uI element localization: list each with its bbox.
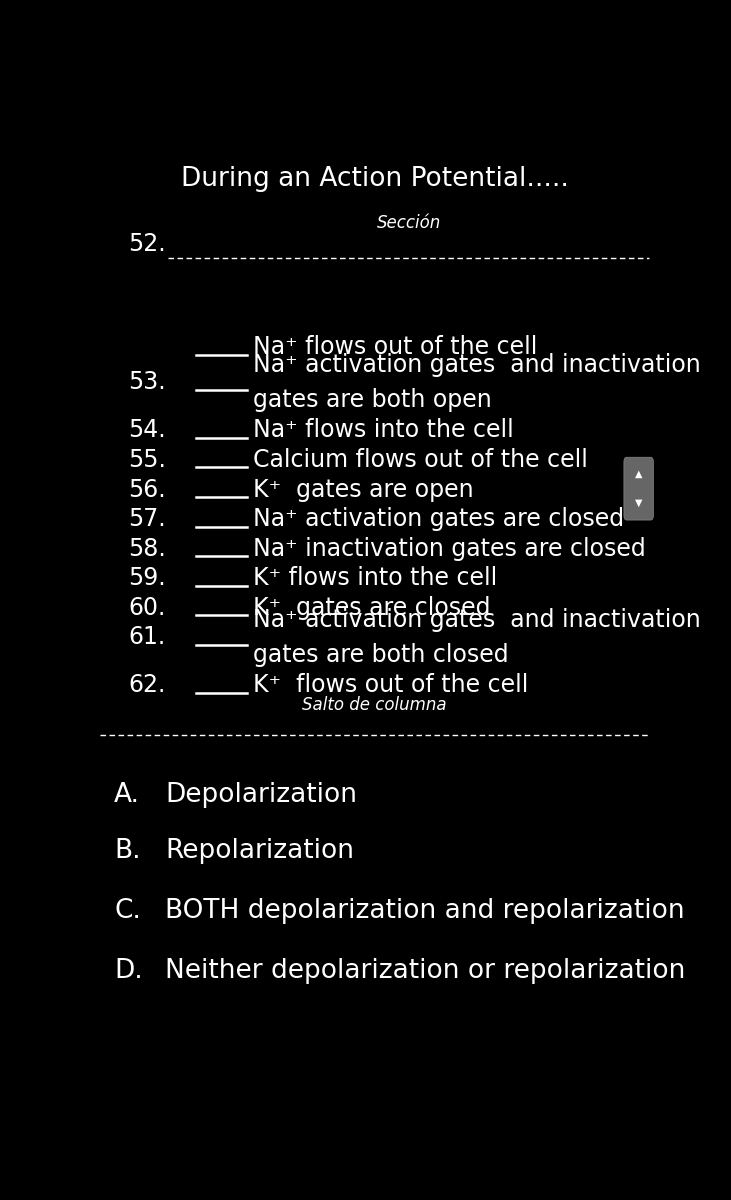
Text: Depolarization: Depolarization bbox=[165, 782, 357, 809]
Text: 61.: 61. bbox=[128, 625, 165, 649]
Text: K⁺  gates are closed: K⁺ gates are closed bbox=[253, 596, 491, 620]
Text: B.: B. bbox=[114, 838, 140, 864]
Text: Neither depolarization or repolarization: Neither depolarization or repolarization bbox=[165, 958, 686, 984]
Text: K⁺ flows into the cell: K⁺ flows into the cell bbox=[253, 566, 497, 590]
Text: 55.: 55. bbox=[128, 448, 166, 472]
Text: 58.: 58. bbox=[128, 536, 166, 560]
Text: A.: A. bbox=[114, 782, 140, 809]
Text: 52.: 52. bbox=[128, 232, 166, 256]
Text: ▲: ▲ bbox=[635, 469, 643, 479]
Text: K⁺  flows out of the cell: K⁺ flows out of the cell bbox=[253, 673, 529, 697]
Text: 60.: 60. bbox=[128, 596, 166, 620]
Text: K⁺  gates are open: K⁺ gates are open bbox=[253, 478, 474, 502]
Text: 59.: 59. bbox=[128, 566, 166, 590]
Text: 53.: 53. bbox=[128, 371, 166, 395]
Text: Na⁺ flows out of the cell: Na⁺ flows out of the cell bbox=[253, 335, 537, 359]
Text: Repolarization: Repolarization bbox=[165, 838, 354, 864]
FancyBboxPatch shape bbox=[624, 457, 654, 520]
Text: 54.: 54. bbox=[128, 419, 166, 443]
Text: D.: D. bbox=[114, 958, 143, 984]
Text: Na⁺ activation gates  and inactivation
gates are both open: Na⁺ activation gates and inactivation ga… bbox=[253, 353, 700, 412]
Text: Na⁺ activation gates are closed: Na⁺ activation gates are closed bbox=[253, 508, 624, 532]
Text: Sección: Sección bbox=[376, 214, 441, 232]
Text: Calcium flows out of the cell: Calcium flows out of the cell bbox=[253, 448, 588, 472]
Text: Salto de columna: Salto de columna bbox=[303, 696, 447, 714]
Text: Na⁺ inactivation gates are closed: Na⁺ inactivation gates are closed bbox=[253, 536, 645, 560]
Text: ▼: ▼ bbox=[635, 498, 643, 508]
Text: BOTH depolarization and repolarization: BOTH depolarization and repolarization bbox=[165, 898, 685, 924]
Text: 62.: 62. bbox=[128, 673, 166, 697]
Text: Na⁺ flows into the cell: Na⁺ flows into the cell bbox=[253, 419, 514, 443]
Text: During an Action Potential.....: During an Action Potential..... bbox=[181, 166, 569, 192]
Text: 57.: 57. bbox=[128, 508, 166, 532]
Text: 56.: 56. bbox=[128, 478, 166, 502]
Text: C.: C. bbox=[114, 898, 141, 924]
Text: Na⁺ activation gates  and inactivation
gates are both closed: Na⁺ activation gates and inactivation ga… bbox=[253, 608, 700, 667]
